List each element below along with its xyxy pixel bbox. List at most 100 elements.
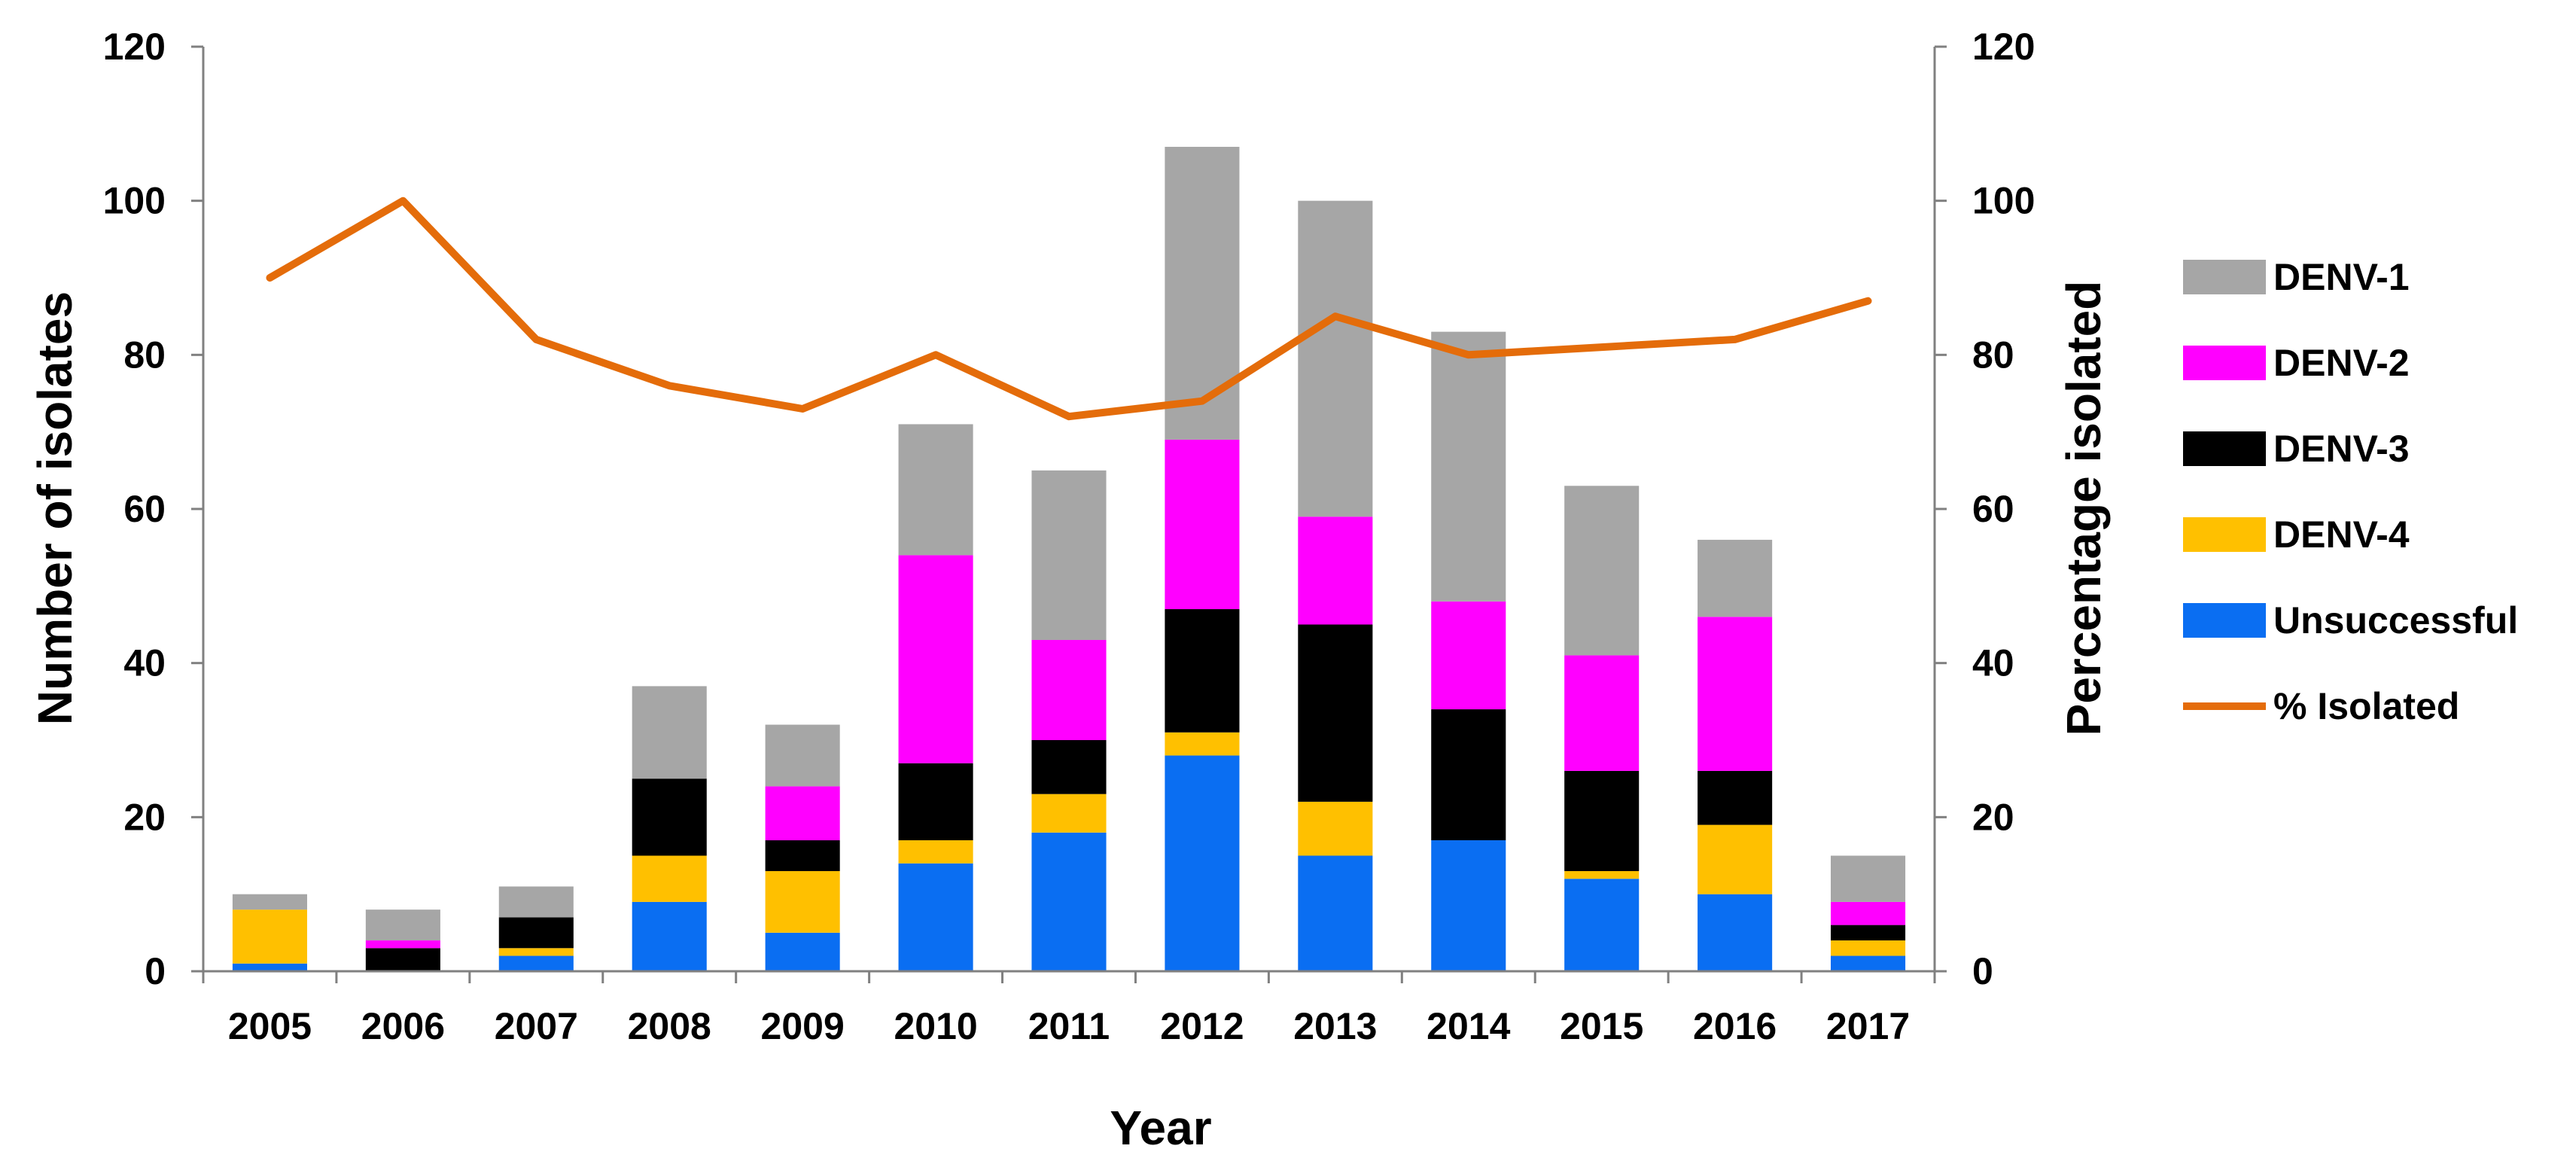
y-tick-label: 40 (123, 642, 166, 684)
bar-denv-4-2012 (1165, 732, 1240, 756)
x-tick-label-2005: 2005 (228, 1005, 312, 1047)
legend-label-denv-2: DENV-2 (2273, 342, 2410, 384)
bar-unsuccessful-2013 (1298, 855, 1373, 971)
bar-denv-4-2015 (1564, 870, 1640, 879)
bar-denv-3-2013 (1298, 624, 1373, 802)
legend-label-unsuccessful: Unsuccessful (2273, 599, 2518, 641)
y2-tick-label: 40 (1972, 642, 2014, 684)
y2-axis-title: Percentage isolated (2057, 281, 2111, 736)
bar-denv-2-2011 (1031, 639, 1107, 740)
bar-unsuccessful-2017 (1831, 955, 1906, 971)
x-tick-label-2014: 2014 (1427, 1005, 1510, 1047)
bar-denv-1-2011 (1031, 470, 1107, 640)
bar-unsuccessful-2009 (765, 932, 840, 971)
axes-layer: 0 20 40 60 80 100 120 0 20 40 60 80 100 120 2005 2006 20… (103, 26, 2036, 1047)
bar-denv-1-2012 (1165, 147, 1240, 440)
y2-tick-label: 80 (1972, 334, 2014, 376)
bar-denv-4-2005 (232, 910, 307, 964)
x-tick-label-2015: 2015 (1560, 1005, 1643, 1047)
bar-denv-2-2015 (1564, 655, 1640, 771)
y2-tick-label: 0 (1972, 950, 1993, 992)
bar-denv-3-2016 (1698, 770, 1773, 825)
y-tick-label: 100 (103, 180, 166, 222)
bar-denv-4-2009 (765, 870, 840, 933)
legend-swatch-denv-3 (2183, 431, 2266, 466)
bar-denv-1-2009 (765, 724, 840, 787)
bar-unsuccessful-2015 (1564, 879, 1640, 971)
bar-denv-2-2006 (365, 940, 440, 949)
x-tick-label-2012: 2012 (1160, 1005, 1244, 1047)
bar-denv-1-2017 (1831, 855, 1906, 902)
legend-label-isolated: % Isolated (2273, 685, 2459, 727)
bar-denv-3-2010 (898, 763, 973, 841)
bar-unsuccessful-2010 (898, 863, 973, 971)
x-tick-label-2007: 2007 (495, 1005, 578, 1047)
bar-denv-4-2016 (1698, 824, 1773, 894)
bar-unsuccessful-2005 (232, 963, 307, 971)
y-tick-label: 120 (103, 26, 166, 68)
legend-swatch-denv-4 (2183, 517, 2266, 552)
bar-denv-1-2013 (1298, 200, 1373, 517)
bar-denv-2-2014 (1431, 601, 1506, 710)
legend: DENV-1 DENV-2 DENV-3 DENV-4 Unsuccessful % Is… (2183, 256, 2518, 727)
bar-denv-1-2006 (365, 910, 440, 941)
x-tick-label-2006: 2006 (361, 1005, 445, 1047)
y-tick-label: 60 (123, 488, 166, 530)
line-layer (266, 197, 1872, 421)
bar-denv-4-2008 (632, 855, 707, 902)
bar-denv-3-2011 (1031, 740, 1107, 794)
y-tick-label: 80 (123, 334, 166, 376)
y2-tick-label: 60 (1972, 488, 2014, 530)
bar-denv-3-2007 (498, 917, 574, 949)
bar-denv-2-2013 (1298, 516, 1373, 625)
bar-denv-1-2015 (1564, 486, 1640, 656)
bar-denv-2-2016 (1698, 617, 1773, 771)
bar-denv-1-2007 (498, 886, 574, 918)
x-tick-label-2010: 2010 (894, 1005, 977, 1047)
bar-denv-1-2016 (1698, 539, 1773, 617)
bar-denv-1-2014 (1431, 331, 1506, 602)
bar-denv-4-2017 (1831, 940, 1906, 956)
x-tick-label-2008: 2008 (628, 1005, 711, 1047)
x-tick-label-2011: 2011 (1028, 1005, 1110, 1047)
x-tick-label-2009: 2009 (761, 1005, 845, 1047)
bar-denv-3-2006 (365, 948, 440, 971)
x-tick-label-2017: 2017 (1826, 1005, 1910, 1047)
bar-denv-2-2010 (898, 555, 973, 763)
bar-denv-4-2013 (1298, 801, 1373, 856)
legend-label-denv-3: DENV-3 (2273, 428, 2410, 470)
bar-denv-3-2014 (1431, 709, 1506, 841)
x-axis-title: Year (1110, 1101, 1211, 1155)
bar-denv-1-2008 (632, 686, 707, 779)
y-tick-label: 20 (123, 796, 166, 838)
bar-denv-4-2010 (898, 840, 973, 864)
bar-denv-1-2005 (232, 894, 307, 910)
bar-denv-2-2012 (1165, 439, 1240, 610)
bar-denv-4-2011 (1031, 794, 1107, 833)
bar-denv-3-2017 (1831, 925, 1906, 941)
bar-unsuccessful-2016 (1698, 894, 1773, 971)
legend-swatch-unsuccessful (2183, 603, 2266, 638)
bar-denv-1-2010 (898, 424, 973, 556)
bar-denv-2-2017 (1831, 901, 1906, 925)
x-tick-label-2016: 2016 (1693, 1005, 1777, 1047)
bars-layer (232, 147, 1906, 971)
bar-unsuccessful-2014 (1431, 840, 1506, 971)
x-tick-label-2013: 2013 (1293, 1005, 1377, 1047)
bar-unsuccessful-2007 (498, 955, 574, 971)
bar-unsuccessful-2012 (1165, 755, 1240, 971)
bar-denv-3-2015 (1564, 770, 1640, 871)
bar-denv-3-2012 (1165, 609, 1240, 733)
line-percent-isolated (266, 197, 1872, 421)
bar-denv-3-2008 (632, 779, 707, 856)
y-axis-title: Number of isolates (28, 291, 82, 725)
bar-unsuccessful-2011 (1031, 832, 1107, 971)
y-tick-label: 0 (145, 950, 166, 992)
bar-denv-2-2009 (765, 786, 840, 841)
bar-denv-3-2009 (765, 840, 840, 871)
legend-label-denv-1: DENV-1 (2273, 256, 2410, 298)
bar-denv-4-2007 (498, 948, 574, 956)
legend-swatch-denv-2 (2183, 346, 2266, 380)
legend-swatch-denv-1 (2183, 260, 2266, 294)
